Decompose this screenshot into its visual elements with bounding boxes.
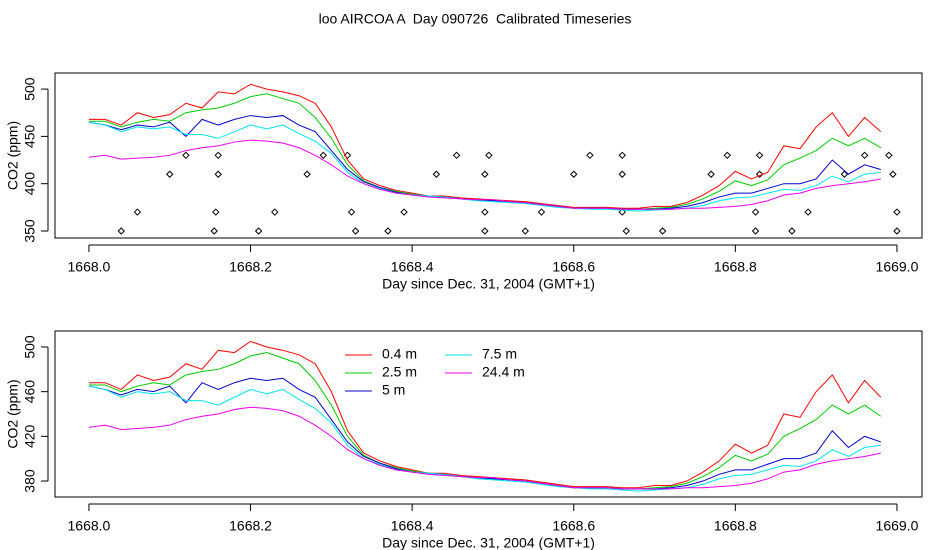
data-point [570,170,578,178]
legend-label: 5 m [382,382,405,398]
data-point [210,227,218,235]
x-tick-label: 1668.4 [391,259,434,275]
y-tick-label: 500 [22,335,38,359]
data-point [804,208,812,216]
x-tick-label: 1669.0 [876,259,919,275]
data-point [707,170,715,178]
data-line [88,93,882,210]
data-point [889,170,897,178]
data-point [452,151,461,160]
y-axis-label: CO2 (ppm) [5,121,21,190]
x-tick-label: 1668.2 [229,259,272,275]
y-tick-label: 450 [22,124,38,148]
data-point [840,170,849,178]
x-tick-label: 1668.6 [552,518,595,534]
data-point [860,151,869,160]
y-axis-label: CO2 (ppm) [5,379,21,448]
data-point [788,227,796,235]
data-point [271,208,279,216]
panel: 1668.0 1668.2 1668.4 1668.6 1668.8 1669.0 Day … [5,330,923,550]
x-tick-label: 1668.0 [68,518,111,534]
data-point [723,151,731,160]
data-point [117,227,125,235]
data-point [755,151,764,160]
data-line [88,340,882,489]
x-tick-label: 1669.0 [876,518,919,534]
data-point [893,208,901,216]
data-point [347,208,356,216]
data-point [303,170,311,178]
data-point [133,208,142,216]
data-point [893,227,901,235]
data-point [432,170,441,178]
data-point [755,170,764,178]
data-line [88,385,881,492]
data-point [751,227,760,235]
data-point [586,151,594,160]
data-line [88,121,881,212]
data-point [351,227,360,235]
data-point [212,208,220,216]
x-tick-label: 1668.8 [714,518,757,534]
legend-label: 24.4 m [482,364,525,380]
data-point [400,208,408,216]
legend-label: 7.5 m [482,346,517,362]
data-point [384,227,392,235]
y-tick-label: 500 [22,77,38,101]
data-point [481,170,489,178]
data-point [885,151,893,160]
x-tick-label: 1668.4 [391,518,434,534]
page-title: loo AIRCOA A Day 090726 Calibrated Times… [319,11,632,27]
y-tick-label: 400 [22,172,38,196]
x-tick-label: 1668.6 [552,259,595,275]
x-axis-label: Day since Dec. 31, 2004 (GMT+1) [382,276,595,292]
y-tick-label: 420 [22,424,38,448]
legend-label: 0.4 m [382,346,417,362]
data-point [618,170,626,178]
data-point [343,151,352,160]
data-point [319,151,327,160]
data-point [485,151,493,160]
data-point [622,227,630,235]
x-axis-label: Day since Dec. 31, 2004 (GMT+1) [382,535,595,550]
data-point [658,227,667,235]
data-line [88,139,881,210]
data-line [88,406,881,490]
data-point [618,208,626,216]
x-tick-label: 1668.0 [68,259,111,275]
data-point [521,227,529,235]
legend-label: 2.5 m [382,364,417,380]
y-tick-label: 350 [22,219,38,243]
data-point [166,170,174,178]
data-point [618,151,626,160]
x-tick-label: 1668.2 [229,518,272,534]
plot-frame [54,72,923,239]
y-tick-label: 380 [22,469,38,493]
y-tick-label: 460 [22,380,38,404]
data-point [214,151,222,160]
data-point [751,208,760,216]
data-point [254,227,263,235]
data-line [88,115,881,210]
plot-frame [54,330,923,498]
panel: 1668.0 1668.2 1668.4 1668.6 1668.8 1669.0 Day … [5,72,923,292]
data-point [537,208,546,216]
data-line [88,377,881,490]
data-point [182,151,190,160]
data-point [481,227,489,235]
data-point [214,170,222,178]
x-tick-label: 1668.8 [714,259,757,275]
data-point [481,208,489,216]
